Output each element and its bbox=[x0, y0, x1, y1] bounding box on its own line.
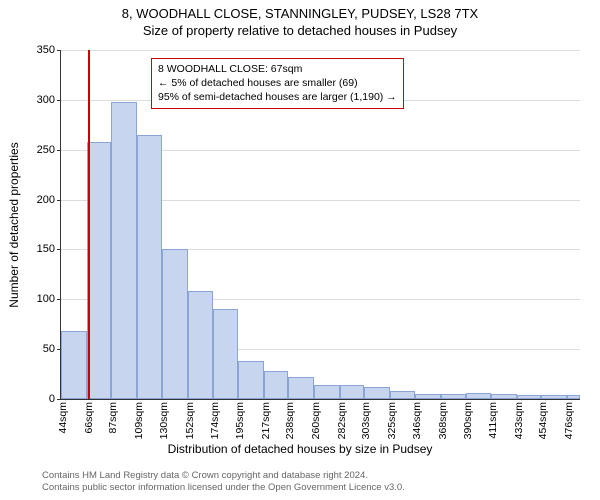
ytick-label: 200 bbox=[25, 194, 55, 206]
histogram-bar bbox=[390, 391, 415, 399]
ytick-mark bbox=[57, 150, 61, 151]
histogram-bar bbox=[162, 249, 188, 399]
ytick-mark bbox=[57, 50, 61, 51]
xtick-label: 87sqm bbox=[107, 402, 119, 434]
histogram-bar bbox=[441, 394, 467, 399]
ytick-label: 0 bbox=[25, 393, 55, 405]
ytick-mark bbox=[57, 200, 61, 201]
chart-container: 8, WOODHALL CLOSE, STANNINGLEY, PUDSEY, … bbox=[0, 0, 600, 500]
chart-inner: 8 WOODHALL CLOSE: 67sqm ← 5% of detached… bbox=[60, 50, 580, 400]
ytick-label: 300 bbox=[25, 94, 55, 106]
xtick-label: 195sqm bbox=[234, 402, 246, 439]
ytick-label: 250 bbox=[25, 144, 55, 156]
annotation-box: 8 WOODHALL CLOSE: 67sqm ← 5% of detached… bbox=[151, 58, 404, 109]
xtick-label: 44sqm bbox=[57, 402, 69, 434]
histogram-bar bbox=[466, 393, 491, 399]
annotation-line1: 8 WOODHALL CLOSE: 67sqm bbox=[158, 62, 397, 76]
footer-line1: Contains HM Land Registry data © Crown c… bbox=[42, 470, 405, 482]
xtick-label: 433sqm bbox=[513, 402, 525, 439]
histogram-bar bbox=[137, 135, 162, 399]
xtick-label: 325sqm bbox=[386, 402, 398, 439]
plot-area: 8 WOODHALL CLOSE: 67sqm ← 5% of detached… bbox=[60, 50, 580, 400]
histogram-bar bbox=[288, 377, 314, 399]
xtick-label: 217sqm bbox=[260, 402, 272, 439]
ytick-label: 100 bbox=[25, 293, 55, 305]
histogram-bar bbox=[87, 142, 112, 399]
ytick-mark bbox=[57, 249, 61, 250]
xtick-label: 476sqm bbox=[563, 402, 575, 439]
xtick-label: 66sqm bbox=[83, 402, 95, 434]
xtick-label: 130sqm bbox=[158, 402, 170, 439]
xtick-label: 411sqm bbox=[487, 402, 499, 439]
xtick-label: 152sqm bbox=[184, 402, 196, 439]
histogram-bar bbox=[415, 394, 441, 399]
histogram-bar bbox=[213, 309, 238, 399]
histogram-bar bbox=[541, 395, 567, 399]
histogram-bar bbox=[111, 102, 137, 399]
chart-title-line2: Size of property relative to detached ho… bbox=[0, 21, 600, 38]
annotation-line2: ← 5% of detached houses are smaller (69) bbox=[158, 76, 397, 90]
xtick-label: 368sqm bbox=[437, 402, 449, 439]
xtick-label: 303sqm bbox=[360, 402, 372, 439]
footer: Contains HM Land Registry data © Crown c… bbox=[42, 470, 405, 494]
histogram-bar bbox=[340, 385, 365, 399]
histogram-bar bbox=[491, 394, 517, 399]
ytick-mark bbox=[57, 399, 61, 400]
histogram-bar bbox=[314, 385, 340, 399]
ytick-mark bbox=[57, 299, 61, 300]
histogram-bar bbox=[567, 395, 580, 399]
xtick-label: 454sqm bbox=[537, 402, 549, 439]
xtick-label: 260sqm bbox=[310, 402, 322, 439]
xtick-label: 238sqm bbox=[284, 402, 296, 439]
gridline bbox=[61, 50, 580, 51]
x-axis-label: Distribution of detached houses by size … bbox=[0, 442, 600, 456]
xtick-label: 109sqm bbox=[133, 402, 145, 439]
ytick-label: 50 bbox=[25, 343, 55, 355]
xtick-label: 282sqm bbox=[336, 402, 348, 439]
histogram-bar bbox=[238, 361, 264, 399]
xtick-label: 174sqm bbox=[209, 402, 221, 439]
histogram-bar bbox=[517, 395, 542, 399]
ytick-mark bbox=[57, 100, 61, 101]
histogram-bar bbox=[61, 331, 87, 399]
histogram-bar bbox=[264, 371, 289, 399]
xtick-label: 390sqm bbox=[462, 402, 474, 439]
ytick-label: 150 bbox=[25, 243, 55, 255]
y-axis-label: Number of detached properties bbox=[7, 142, 21, 307]
chart-title-line1: 8, WOODHALL CLOSE, STANNINGLEY, PUDSEY, … bbox=[0, 0, 600, 21]
ytick-label: 350 bbox=[25, 44, 55, 56]
histogram-bar bbox=[364, 387, 390, 399]
histogram-bar bbox=[188, 291, 214, 399]
marker-line bbox=[88, 50, 90, 399]
annotation-line3: 95% of semi-detached houses are larger (… bbox=[158, 90, 397, 104]
footer-line2: Contains public sector information licen… bbox=[42, 482, 405, 494]
xtick-label: 346sqm bbox=[411, 402, 423, 439]
